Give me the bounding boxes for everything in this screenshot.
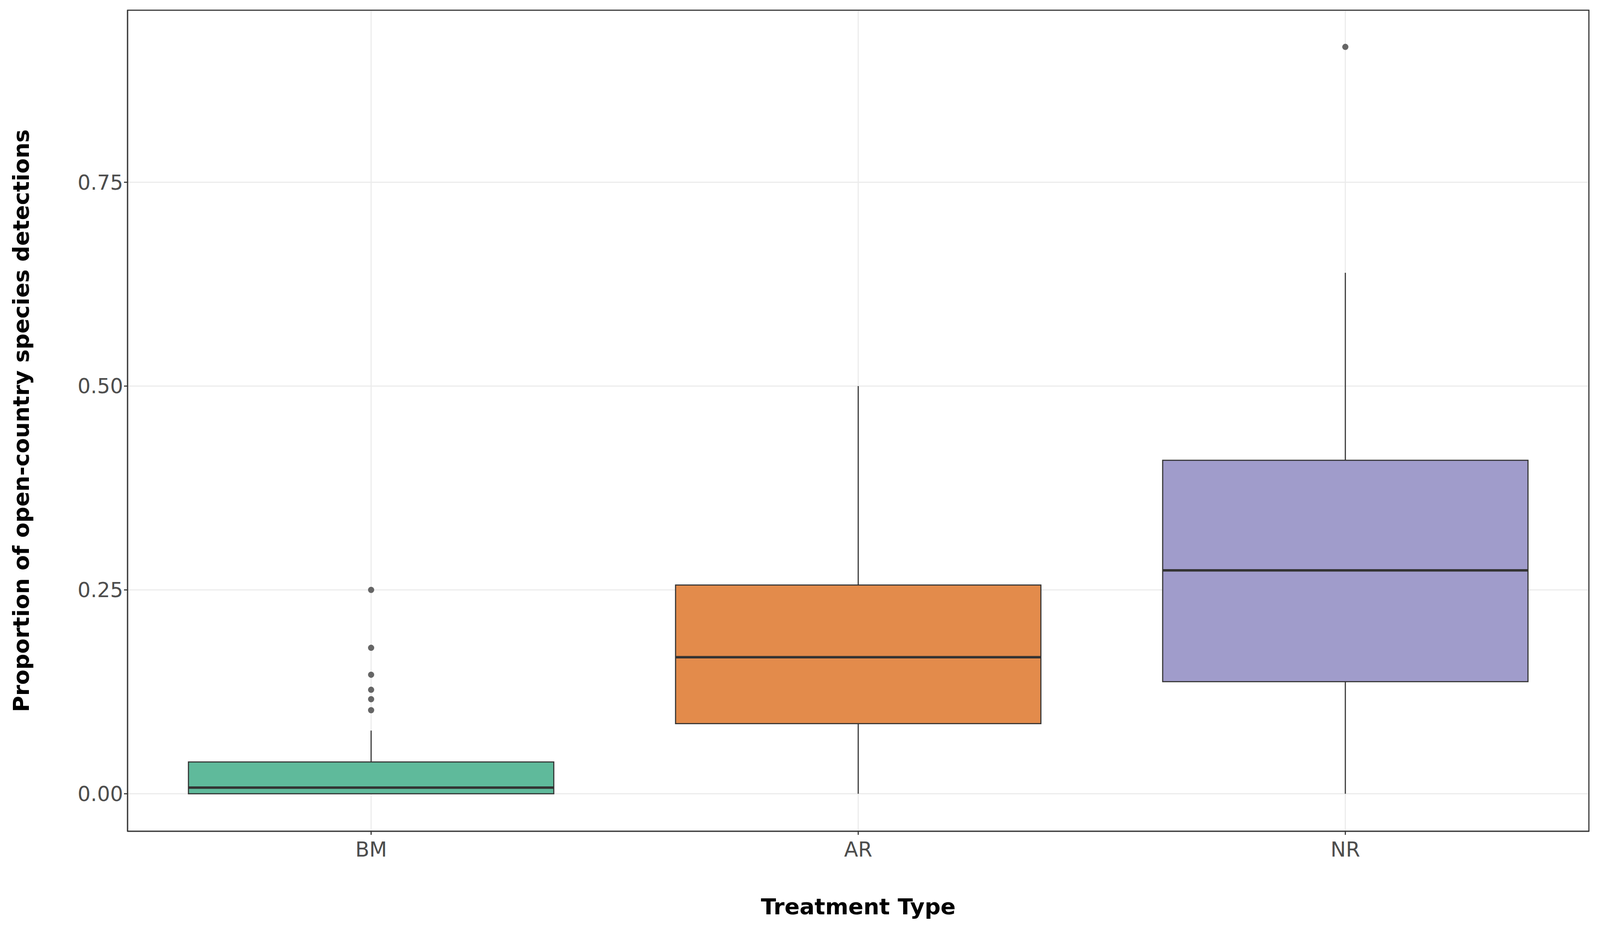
svg-text:Treatment Type: Treatment Type bbox=[760, 894, 956, 920]
svg-text:BM: BM bbox=[355, 837, 387, 862]
svg-text:0.50: 0.50 bbox=[77, 374, 124, 399]
svg-text:0.25: 0.25 bbox=[77, 578, 124, 603]
svg-text:Proportion of open-country spe: Proportion of open-country species detec… bbox=[8, 129, 35, 713]
svg-text:0.75: 0.75 bbox=[77, 170, 124, 195]
svg-text:0.00: 0.00 bbox=[77, 782, 124, 807]
svg-text:AR: AR bbox=[844, 837, 872, 862]
svg-text:NR: NR bbox=[1330, 837, 1360, 862]
